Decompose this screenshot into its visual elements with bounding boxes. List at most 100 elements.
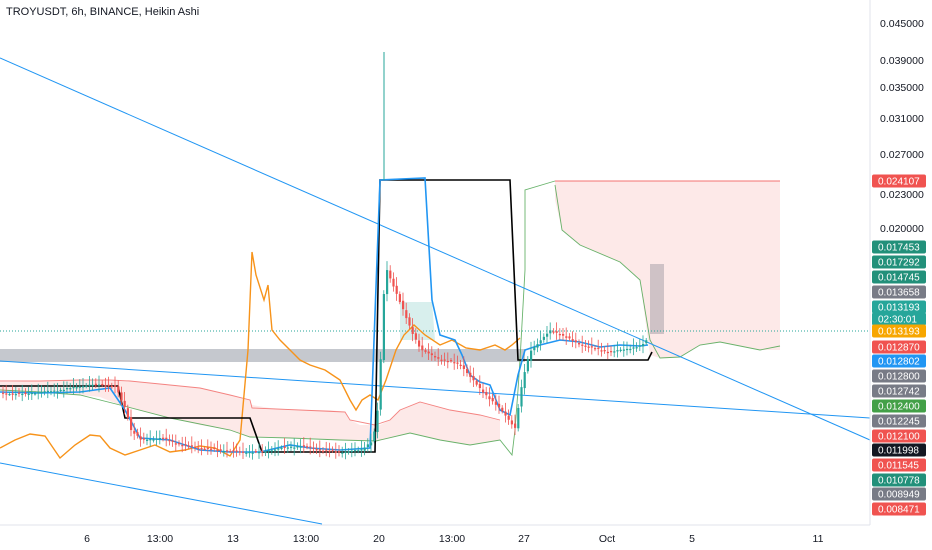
price-label: 0.008949	[878, 490, 920, 501]
price-labels: 0.024107 0.017453 0.017292 0.014745 0.013658…	[872, 174, 926, 516]
candle-body	[347, 451, 350, 453]
candle-body	[53, 390, 56, 392]
price-label-bg	[872, 384, 926, 398]
price-label: 0.012870	[878, 343, 920, 354]
x-tick: 13	[227, 533, 239, 545]
candle-body	[600, 350, 603, 352]
candle-body	[616, 350, 619, 352]
candle-body	[258, 452, 261, 454]
candle-body	[222, 451, 225, 453]
trendline-channel-bottom[interactable]	[0, 462, 323, 525]
candle-body	[290, 446, 293, 448]
candles[interactable]	[2, 261, 648, 460]
x-tick: 13:00	[293, 533, 319, 545]
price-label-bg	[872, 340, 926, 354]
price-label-bg	[872, 324, 926, 338]
candle-body	[354, 450, 357, 452]
candle-body	[251, 452, 254, 454]
candle-body	[216, 449, 219, 451]
x-tick: 13:00	[147, 533, 173, 545]
candle-body	[632, 347, 635, 349]
candle-body	[386, 270, 389, 295]
candle-body	[165, 437, 168, 440]
candle-body	[181, 445, 184, 447]
candle-body	[226, 450, 229, 452]
candle-body	[142, 438, 145, 440]
candle-body	[360, 449, 363, 451]
candle-body	[434, 356, 437, 358]
candle-body	[510, 420, 513, 425]
candle-body	[88, 384, 91, 386]
price-label: 0.017453	[878, 243, 920, 254]
candle-body	[501, 407, 504, 412]
trendline-descending[interactable]	[0, 57, 871, 441]
price-label: 0.011998	[878, 446, 919, 457]
candle-body	[450, 360, 453, 362]
y-tick: 0.035000	[880, 82, 924, 94]
candle-body	[478, 383, 481, 389]
cloud-bearish-right	[555, 181, 780, 358]
candle-body	[642, 344, 645, 347]
candle-body	[27, 393, 30, 395]
candle-body	[597, 347, 600, 350]
candle-body	[430, 353, 433, 356]
candle-body	[482, 389, 485, 393]
candle-body	[126, 408, 129, 418]
candle-body	[568, 336, 571, 339]
price-label-bg	[872, 240, 926, 254]
price-label-bg	[872, 443, 926, 457]
candle-body	[34, 393, 37, 395]
candle-body	[155, 438, 158, 440]
candle-body	[229, 450, 232, 453]
price-label: 0.008471	[878, 505, 920, 516]
candle-body	[267, 450, 270, 452]
candle-body	[24, 392, 27, 395]
candle-body	[43, 391, 46, 393]
candle-body	[62, 389, 65, 392]
candle-body	[30, 392, 33, 395]
candle-body	[475, 380, 478, 385]
trendline-lower[interactable]	[0, 360, 871, 419]
price-label-bg	[872, 270, 926, 284]
price-label-bg	[872, 255, 926, 269]
time-scale[interactable]	[0, 525, 870, 550]
candle-body	[373, 431, 376, 441]
candle-body	[210, 448, 213, 450]
candle-body	[168, 440, 171, 442]
y-tick: 0.023000	[880, 189, 924, 201]
candle-body	[542, 336, 545, 340]
candle-body	[366, 444, 369, 448]
projection-box	[650, 264, 664, 334]
candle-body	[203, 448, 206, 450]
candle-body	[341, 452, 344, 454]
candle-body	[149, 439, 152, 441]
candle-body	[254, 451, 257, 453]
candle-body	[536, 344, 539, 348]
price-label-bg	[872, 414, 926, 428]
candle-body	[517, 407, 520, 429]
y-tick: 0.027000	[880, 149, 924, 161]
candle-body	[437, 357, 440, 359]
price-label: 0.012100	[878, 432, 920, 443]
plot-area[interactable]	[0, 0, 870, 525]
x-tick: 11	[813, 533, 824, 545]
candle-body	[312, 447, 315, 449]
x-tick: 5	[689, 533, 695, 545]
candle-body	[219, 449, 222, 451]
candle-body	[299, 446, 302, 448]
candle-body	[619, 349, 622, 351]
candle-body	[318, 449, 321, 451]
price-label: 02:30:01	[878, 315, 917, 326]
candle-body	[11, 393, 14, 395]
candle-body	[322, 450, 325, 452]
candle-body	[277, 448, 280, 450]
candle-body	[443, 359, 446, 361]
candle-body	[117, 386, 120, 393]
price-label-bg	[872, 399, 926, 413]
candle-body	[187, 445, 190, 447]
candle-body	[408, 317, 411, 326]
candle-body	[469, 372, 472, 377]
candle-body	[104, 385, 107, 387]
